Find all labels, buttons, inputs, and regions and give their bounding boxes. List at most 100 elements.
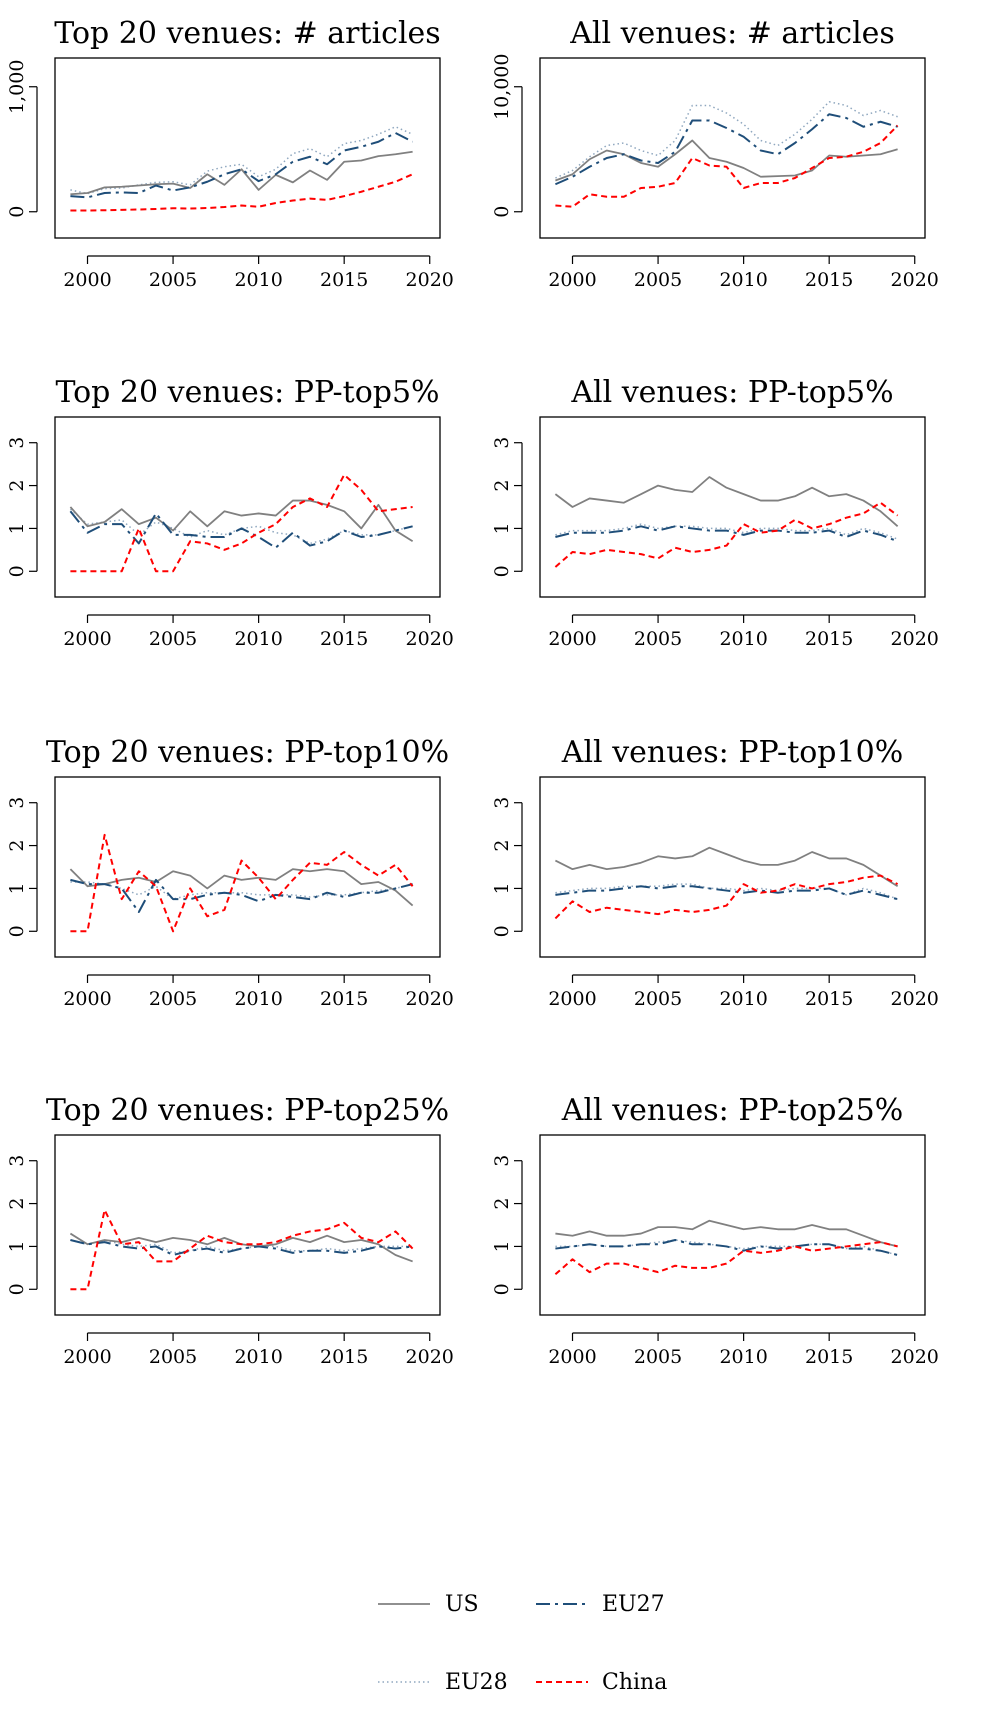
x-tick-label: 2000 — [63, 269, 111, 291]
series-line-eu27 — [555, 1239, 898, 1256]
x-tick-label: 2020 — [406, 628, 454, 650]
panel-all-venues-pp-top25: All venues: PP-top25% 2000 2005 2010 2015 202… — [491, 1093, 939, 1368]
series-line-eu27 — [554, 113, 898, 186]
series-line-eu27 — [69, 510, 413, 549]
x-tick-label: 2010 — [234, 1346, 282, 1368]
panel-top-20-venues-pp-top25: Top 20 venues: PP-top25% 2000 2005 2010 2015… — [6, 1093, 454, 1368]
x-tick-label: 2000 — [548, 988, 596, 1010]
x-tick-label: 2000 — [548, 628, 596, 650]
legend-eu27-label: EU27 — [602, 1592, 665, 1617]
series-line-us — [554, 846, 899, 888]
panel-top-20-venues-pp-top10: Top 20 venues: PP-top10% 2000 2005 2010 2015… — [6, 735, 454, 1010]
x-tick-label: 2000 — [63, 628, 111, 650]
series-line-eu28 — [70, 1239, 413, 1254]
x-tick-label: 2010 — [234, 628, 282, 650]
legend: US EU27 EU28 China — [378, 1592, 667, 1695]
plot-frame — [54, 416, 441, 598]
x-tick-label: 2005 — [149, 988, 197, 1010]
series-line-us — [70, 150, 413, 196]
series-line-us — [69, 868, 414, 907]
panel-all-venues-pp-top5: All venues: PP-top5%2000 2005 2010 2015 2020… — [491, 375, 939, 650]
legend-us-label: US — [445, 1592, 479, 1617]
series-line-eu28 — [69, 508, 413, 545]
y-tick-label: 3 — [6, 797, 28, 809]
panel-title: All venues: PP-top5% — [570, 375, 893, 410]
x-tick-label: 2015 — [805, 269, 853, 291]
panel-title: All venues: PP-top25% — [561, 1093, 903, 1128]
y-tick-label: 2 — [6, 840, 28, 852]
plot-frame — [539, 776, 926, 958]
x-tick-label: 2010 — [234, 269, 282, 291]
y-tick-label: 1,000 — [6, 60, 28, 114]
series-line-china — [70, 1209, 414, 1291]
x-tick-label: 2020 — [891, 1346, 939, 1368]
y-tick-label: 1 — [6, 522, 28, 534]
series-line-us — [555, 139, 898, 182]
y-tick-label: 2 — [6, 480, 28, 492]
x-tick-label: 2000 — [548, 269, 596, 291]
y-axis: 0 1 2 3 — [491, 1155, 523, 1295]
series-group — [554, 1219, 898, 1276]
x-tick-label: 2005 — [634, 269, 682, 291]
series-line-china — [70, 473, 413, 573]
x-tick-label: 2005 — [149, 628, 197, 650]
x-tick-label: 2015 — [320, 269, 368, 291]
x-tick-label: 2015 — [320, 628, 368, 650]
panel-title: Top 20 venues: # articles — [54, 16, 440, 51]
y-tick-label: 2 — [491, 480, 513, 492]
y-tick-label: 0 — [6, 1283, 28, 1295]
series-group — [69, 473, 414, 573]
y-tick-label: 3 — [491, 797, 513, 809]
y-tick-label: 10,000 — [491, 54, 513, 120]
x-tick-label: 2010 — [234, 988, 282, 1010]
y-tick-label: 1 — [491, 522, 513, 534]
series-line-china — [554, 1241, 898, 1276]
series-line-china — [70, 833, 414, 933]
x-tick-label: 2020 — [891, 628, 939, 650]
series-line-eu27 — [70, 1239, 413, 1256]
series-group — [69, 1209, 414, 1291]
y-axis: 0 10,000 — [491, 54, 523, 218]
panel-title: All venues: PP-top10% — [561, 735, 903, 770]
y-tick-label: 0 — [6, 206, 28, 218]
plot-frame — [54, 776, 441, 958]
x-axis: 2000 2005 2010 2015 2020 — [548, 614, 939, 650]
y-axis: 0 1 2 3 — [6, 1155, 38, 1295]
series-group — [554, 476, 899, 568]
x-tick-label: 2020 — [406, 269, 454, 291]
x-tick-label: 2000 — [548, 1346, 596, 1368]
x-tick-label: 2020 — [891, 269, 939, 291]
y-axis: 0 1 2 3 — [6, 797, 38, 937]
panel-title: Top 20 venues: PP-top25% — [46, 1093, 449, 1128]
y-tick-label: 0 — [491, 925, 513, 937]
series-line-us — [554, 476, 899, 527]
x-tick-label: 2020 — [406, 1346, 454, 1368]
x-tick-label: 2005 — [149, 1346, 197, 1368]
x-axis: 2000 2005 2010 2015 2020 — [548, 1332, 939, 1368]
y-tick-label: 2 — [6, 1198, 28, 1210]
x-tick-label: 2010 — [719, 988, 767, 1010]
x-axis: 2000 2005 2010 2015 2020 — [548, 255, 939, 291]
y-tick-label: 3 — [6, 437, 28, 449]
x-tick-label: 2000 — [63, 988, 111, 1010]
y-tick-label: 0 — [491, 206, 513, 218]
x-tick-label: 2015 — [805, 628, 853, 650]
panel-title: Top 20 venues: PP-top5% — [55, 375, 439, 410]
series-line-eu28 — [70, 126, 413, 195]
y-tick-label: 3 — [6, 1155, 28, 1167]
series-line-eu27 — [555, 885, 898, 901]
x-axis: 2000 2005 2010 2015 2020 — [548, 974, 939, 1010]
series-group — [554, 846, 899, 920]
panel-top-20-venues-articles: Top 20 venues: # articles 2000 2005 2010 201… — [6, 16, 454, 291]
series-line-us — [555, 1219, 898, 1248]
y-tick-label: 0 — [6, 925, 28, 937]
y-tick-label: 0 — [491, 565, 513, 577]
x-tick-label: 2000 — [63, 1346, 111, 1368]
y-tick-label: 2 — [491, 1198, 513, 1210]
x-tick-label: 2015 — [320, 988, 368, 1010]
x-tick-label: 2020 — [891, 988, 939, 1010]
y-tick-label: 1 — [491, 1240, 513, 1252]
